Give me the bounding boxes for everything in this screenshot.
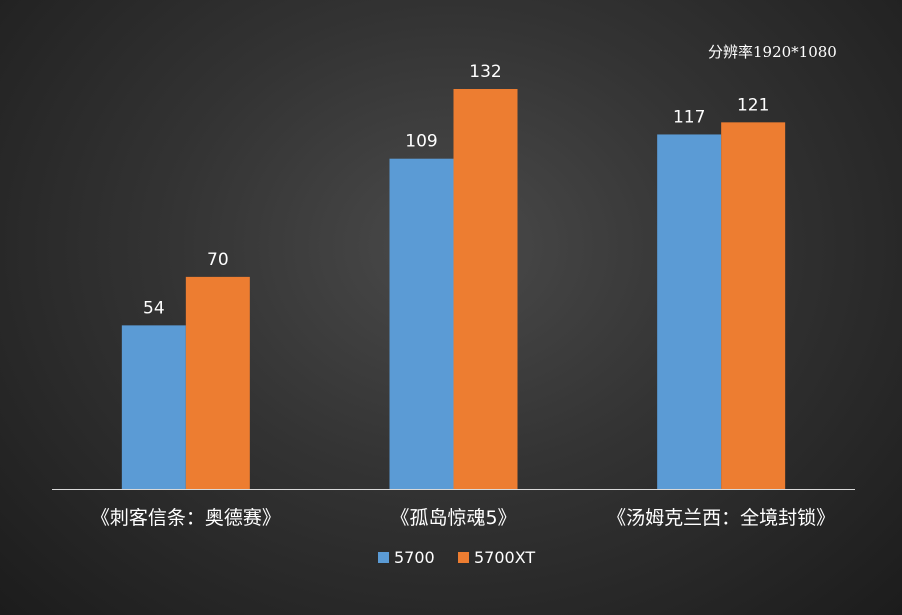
- data-label-5700-1: 109: [405, 132, 437, 152]
- bar-5700XT-0: [185, 276, 250, 489]
- resolution-note: 分辨率1920*1080: [708, 43, 837, 61]
- x-tick-label-2: 《汤姆克兰西：全境封锁》: [607, 507, 835, 529]
- bar-5700-0: [121, 325, 186, 489]
- legend-swatch-5700: [378, 552, 389, 563]
- legend-label-5700: 5700: [394, 548, 435, 567]
- data-label-5700XT-2: 121: [737, 95, 769, 115]
- legend-label-5700XT: 5700XT: [474, 548, 535, 567]
- data-label-5700-0: 54: [143, 298, 165, 318]
- data-label-5700-2: 117: [673, 107, 705, 127]
- data-label-5700XT-1: 132: [469, 62, 501, 82]
- x-tick-label-1: 《孤岛惊魂5》: [390, 507, 516, 529]
- bar-5700-2: [657, 134, 722, 490]
- x-tick-label-0: 《刺客信条：奥德赛》: [91, 507, 281, 529]
- legend-swatch-5700XT: [458, 552, 469, 563]
- data-label-5700XT-0: 70: [207, 250, 229, 270]
- bar-5700-1: [389, 158, 454, 490]
- bar-5700XT-2: [721, 122, 786, 489]
- bar-5700XT-1: [453, 89, 518, 489]
